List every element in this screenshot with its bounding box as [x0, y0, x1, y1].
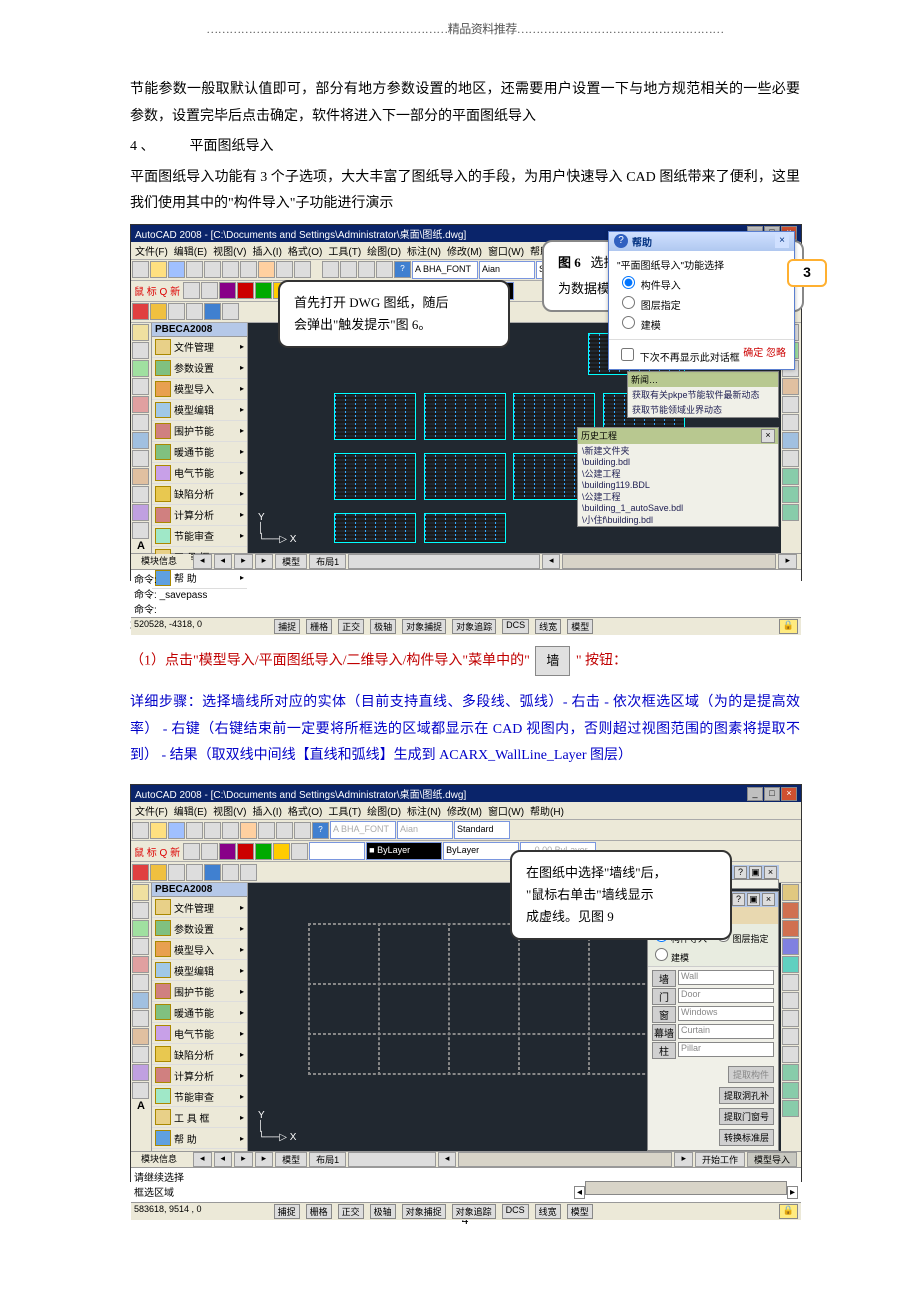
paragraph-1: 节能参数一般取默认值即可，部分有地方参数设置的地区，还需要用户设置一下与地方规范…: [130, 77, 800, 130]
section-4-heading: 4 、 平面图纸导入: [130, 134, 800, 161]
figure-7-wrap: AutoCAD 2008 - [C:\Documents and Setting…: [130, 224, 800, 581]
pbeca-param[interactable]: 参数设置▸: [152, 358, 247, 379]
print-icon[interactable]: [186, 261, 203, 278]
speech-bubble-3: 在图纸中选择"墙线"后， "鼠标右单击"墙线显示 成虚线。见图 9: [510, 850, 732, 940]
pbeca-panel[interactable]: PBECA2008 文件管理▸ 参数设置▸ 模型导入▸ 模型编辑▸ 围护节能▸ …: [152, 323, 248, 553]
opt-component[interactable]: 构件导入: [617, 273, 786, 292]
statusbar: 520528, -4318, 0 捕捉栅格正交极轴对象捕捉对象追踪DCS线宽模型…: [131, 617, 801, 635]
dont-show-cb[interactable]: 下次不再显示此对话框: [617, 345, 740, 364]
axis-icon: Y│└──▷ X: [258, 512, 296, 545]
help-dialog: ?帮助× "平面图纸导入"功能选择 构件导入 图层指定 建模 下次不再显示此对话…: [608, 231, 795, 370]
figure-8-wrap: AutoCAD 2008 - [C:\Documents and Setting…: [130, 784, 800, 1182]
news-window: 新闻… 获取有关pkpe节能软件最新动态 获取节能领域业界动态: [627, 371, 779, 418]
open-icon[interactable]: [150, 261, 167, 278]
panel-help-icon[interactable]: ?: [732, 893, 745, 906]
history-window[interactable]: 历史工程× \新建文件夹 \building.bdl \公建工程 \buildi…: [577, 427, 779, 527]
ok-button[interactable]: 确定: [743, 348, 763, 359]
swap-layer-button[interactable]: 转换标准层: [719, 1129, 774, 1146]
pbeca-model-import[interactable]: 模型导入▸: [152, 379, 247, 400]
new-icon[interactable]: [132, 261, 149, 278]
opt-layer[interactable]: 图层指定: [617, 293, 786, 312]
autocad-window-1: AutoCAD 2008 - [C:\Documents and Setting…: [130, 224, 802, 581]
wall-comp-button[interactable]: 墙: [652, 970, 676, 987]
pbeca-file-mgmt[interactable]: 文件管理▸: [152, 337, 247, 358]
speech-bubble-1: 首先打开 DWG 图纸，随后 会弹出"触发提示"图 6。: [278, 280, 510, 348]
extract-comp-button[interactable]: 提取构件: [728, 1066, 774, 1083]
window-comp-button[interactable]: 窗: [652, 1006, 676, 1023]
history-close-icon[interactable]: ×: [761, 429, 775, 443]
panel-close-icon[interactable]: ×: [762, 893, 775, 906]
help-icon[interactable]: ?: [312, 822, 329, 839]
curtain-comp-button[interactable]: 幕墙: [652, 1024, 676, 1041]
autocad-window-2: AutoCAD 2008 - [C:\Documents and Setting…: [130, 784, 802, 1182]
detailed-steps: 详细步骤：选择墙线所对应的实体（目前支持直线、多段线、弧线）- 右击 - 依次框…: [130, 690, 800, 770]
save-icon[interactable]: [168, 261, 185, 278]
help-close-icon[interactable]: ×: [775, 234, 789, 248]
help-icon: ?: [614, 234, 628, 248]
panel-pin-icon[interactable]: ▣: [747, 893, 760, 906]
model-tabs[interactable]: 模块信息 ◂◂▸▸ 模型布局1 ◂▸: [131, 553, 801, 569]
extract-win-button[interactable]: 提取门窗号: [719, 1108, 774, 1125]
opt-model[interactable]: 建模: [617, 313, 786, 332]
header-decoration: ………………………………………………………精品资料推荐……………………………………: [130, 20, 800, 37]
skip-button[interactable]: 忽略: [766, 348, 786, 359]
left-tool-palette[interactable]: A: [131, 323, 152, 553]
paragraph-2: 平面图纸导入功能有 3 个子选项，大大丰富了图纸导入的手段，为用户快速导入 CA…: [130, 165, 800, 218]
step-1: （1）点击"模型导入/平面图纸导入/二维导入/构件导入"菜单中的" 墙 " 按钮…: [130, 646, 800, 677]
column-comp-button[interactable]: 柱: [652, 1042, 676, 1059]
help-icon[interactable]: ?: [394, 261, 411, 278]
wall-button[interactable]: 墙: [535, 646, 570, 677]
model-import-button[interactable]: 模型导入: [747, 1152, 797, 1167]
door-comp-button[interactable]: 门: [652, 988, 676, 1005]
dim-select[interactable]: Aian: [479, 261, 535, 279]
font-select[interactable]: A BHA_FONT ▾: [412, 261, 478, 279]
pbeca-model-edit[interactable]: 模型编辑▸: [152, 400, 247, 421]
lock-icon[interactable]: 🔒: [779, 619, 798, 634]
extract-hole-button[interactable]: 提取洞孔补: [719, 1087, 774, 1104]
badge-3: 3: [787, 259, 827, 287]
